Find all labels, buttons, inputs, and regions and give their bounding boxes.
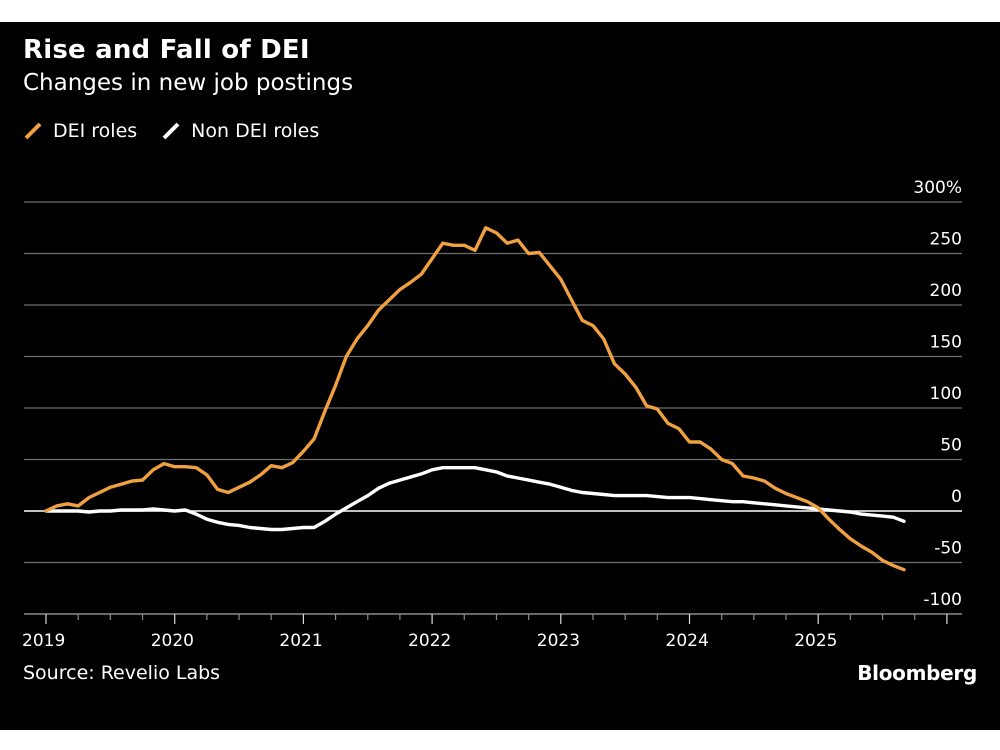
y-tick-label: 250: [930, 230, 962, 250]
x-tick-label: 2020: [151, 631, 194, 651]
chart-frame: [0, 22, 1000, 730]
legend-swatch-non-dei-icon: [162, 122, 180, 140]
x-tick-label: 2021: [279, 631, 322, 651]
series-line-dei-roles: [44, 226, 906, 572]
chart-subtitle: Changes in new job postings: [23, 70, 354, 96]
series-line-non-dei-roles: [44, 466, 906, 532]
chart-title: Rise and Fall of DEI: [23, 35, 310, 65]
legend-item-non-dei: Non DEI roles: [161, 120, 319, 142]
x-tick-label: 2024: [666, 631, 709, 651]
y-tick-label: -50: [934, 539, 962, 559]
legend-label-non-dei: Non DEI roles: [191, 120, 320, 142]
y-tick-label: 150: [930, 333, 962, 353]
x-tick-label: 2023: [537, 631, 580, 651]
legend-label-dei: DEI roles: [53, 120, 138, 142]
y-axis-labels: 300% 250 200 150 100 50 0 -50 -100: [913, 178, 962, 610]
x-tick-label: 2019: [22, 631, 65, 651]
y-tick-label: -100: [923, 590, 962, 610]
y-tick-label: 50: [940, 436, 962, 456]
legend-item-dei: DEI roles: [23, 120, 137, 142]
source-note: Source: Revelio Labs: [23, 662, 221, 684]
y-tick-label: 0: [951, 487, 962, 507]
gridlines: [24, 201, 962, 564]
x-axis: 2019 2020 2021 2022 2023 2024 2025: [22, 613, 962, 651]
y-tick-label: 300%: [913, 178, 962, 198]
x-tick-label: 2022: [408, 631, 451, 651]
x-tick-label: 2025: [794, 631, 837, 651]
legend: DEI roles Non DEI roles: [23, 120, 343, 142]
brand-logo: Bloomberg: [857, 661, 977, 685]
y-tick-label: 200: [930, 281, 962, 301]
legend-swatch-dei-icon: [24, 122, 42, 140]
y-tick-label: 100: [930, 384, 962, 404]
series-lines: [44, 226, 906, 572]
